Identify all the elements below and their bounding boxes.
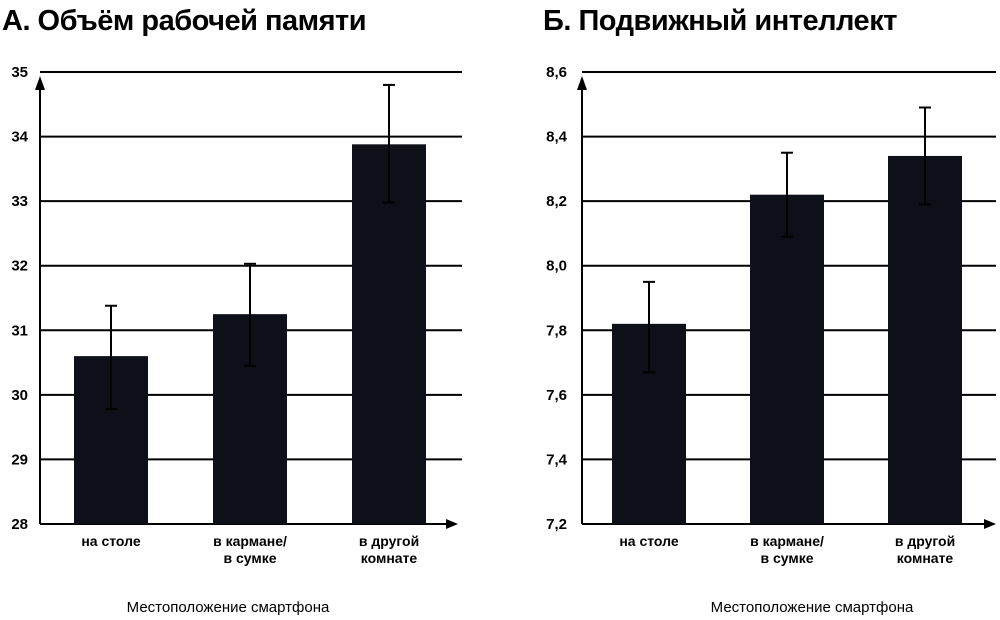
category-label: комнате	[361, 550, 418, 566]
y-tick-label: 7,8	[546, 322, 567, 339]
bar	[888, 155, 962, 524]
y-tick-label: 35	[11, 64, 28, 81]
category-label: в кармане/	[213, 533, 287, 549]
y-tick-label: 7,2	[546, 516, 567, 533]
y-tick-label: 31	[11, 322, 28, 339]
bar	[750, 194, 824, 524]
category-label: в кармане/	[750, 533, 824, 549]
category-label: в сумке	[223, 550, 276, 566]
y-axis-arrow	[35, 76, 45, 90]
category-label: в другой	[359, 533, 419, 549]
bar	[352, 144, 426, 524]
x-axis-label: Местоположение смартфона	[711, 599, 914, 616]
y-tick-label: 30	[11, 387, 28, 404]
y-axis-arrow	[577, 76, 587, 90]
x-axis-label: Местоположение смартфона	[127, 599, 330, 616]
y-tick-label: 33	[11, 193, 28, 210]
y-tick-label: 8,2	[546, 193, 567, 210]
y-tick-label: 8,4	[546, 129, 568, 146]
x-axis-arrow	[446, 519, 458, 529]
chart-title: А. Объём рабочей памяти	[2, 5, 366, 37]
y-tick-label: 8,6	[546, 64, 567, 81]
y-tick-label: 8,0	[546, 258, 567, 275]
category-label: в сумке	[760, 550, 813, 566]
category-label: на столе	[81, 533, 141, 549]
x-axis-arrow	[984, 519, 996, 529]
y-tick-label: 7,4	[546, 451, 568, 468]
panel-fluid-intelligence: Б. Подвижный интеллект 7,2 7,4 7,6 7,8 8,0 8,2…	[543, 5, 996, 616]
panel-working-memory: А. Объём рабочей памяти 28 29 30 31 32 33 34 35 н…	[2, 5, 462, 616]
category-label: в другой	[895, 533, 955, 549]
y-tick-label: 34	[11, 129, 28, 146]
category-label: комнате	[897, 550, 954, 566]
y-tick-label: 7,6	[546, 387, 567, 404]
chart-title: Б. Подвижный интеллект	[543, 5, 897, 37]
category-label: на столе	[619, 533, 679, 549]
y-tick-label: 28	[11, 516, 28, 533]
y-tick-label: 29	[11, 451, 28, 468]
y-tick-label: 32	[11, 258, 28, 275]
